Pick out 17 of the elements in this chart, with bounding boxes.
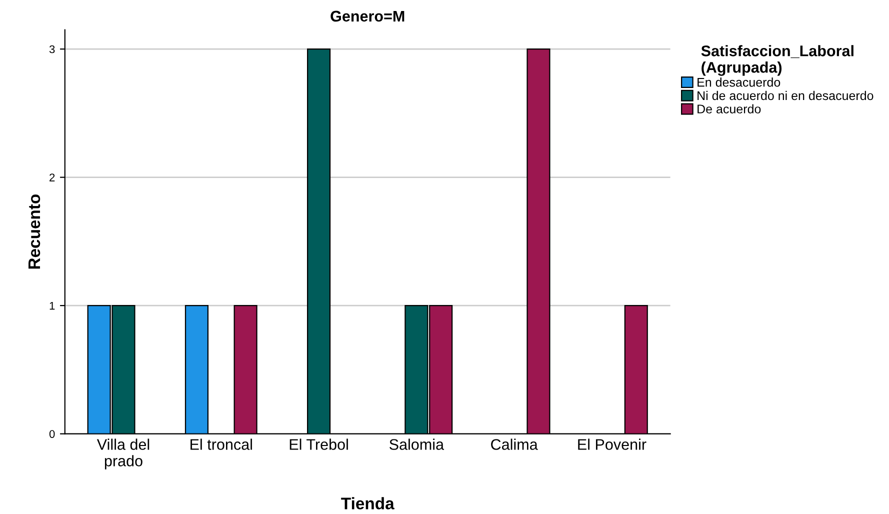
legend-label: Ni de acuerdo ni en desacuerdo [698, 90, 874, 100]
legend-title: Satisfaccion_Laboral (Agrupada) [701, 45, 854, 76]
x-tick-label: El Povenir [578, 438, 646, 450]
x-axis-title: Tienda [341, 497, 394, 510]
y-tick-label: 1 [50, 302, 55, 310]
y-axis-title: Recuento [28, 194, 40, 269]
x-tick-label: Villa del prado [96, 438, 150, 470]
x-tick-label: El Trebol [290, 438, 348, 450]
x-tick-label: Salomia [390, 438, 444, 450]
x-tick-label: Calima [491, 438, 538, 450]
chart-title: Genero=M [330, 10, 404, 22]
y-tick-label: 2 [50, 174, 55, 182]
legend-label: De acuerdo [698, 104, 761, 114]
x-tick-label: El troncal [190, 438, 252, 450]
y-tick-label: 3 [49, 45, 55, 54]
legend-label: En desacuerdo [698, 78, 780, 87]
y-tick-label: 0 [49, 430, 55, 438]
